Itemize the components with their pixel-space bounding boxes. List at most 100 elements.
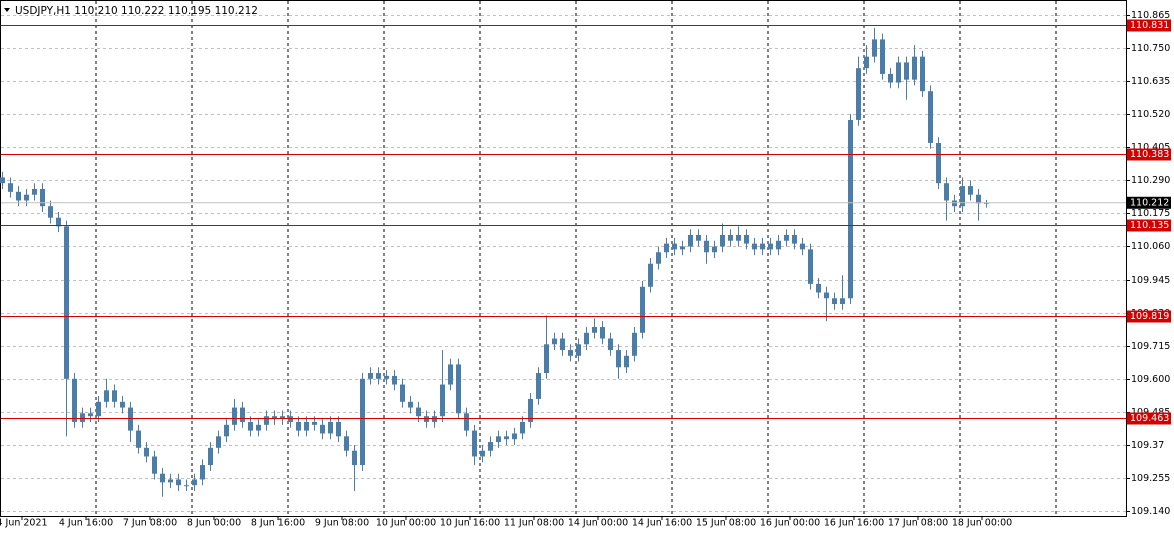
level-label: 109.819 [1130, 311, 1169, 322]
plot-frame [0, 0, 1127, 517]
candle-body [240, 407, 245, 422]
candle-body [312, 421, 317, 425]
candle-body [976, 194, 981, 204]
candle-body [664, 243, 669, 253]
candle-body [160, 473, 165, 483]
candle-body [576, 344, 581, 356]
menu-arrow[interactable] [4, 8, 10, 12]
candle-body [264, 416, 269, 425]
candle-body [536, 373, 541, 399]
candle-body [672, 243, 677, 250]
candle-body [656, 252, 661, 264]
candle-body [112, 390, 117, 402]
candle-body [784, 234, 789, 241]
candle-body [40, 188, 45, 207]
candle-body [640, 286, 645, 333]
candle-body [432, 416, 437, 422]
candle-body [880, 39, 885, 74]
candle-body [8, 183, 13, 192]
candle-body [848, 119, 853, 299]
y-tick-label: 109.945 [1131, 275, 1170, 286]
candle-body [176, 479, 181, 486]
chart-title: USDJPY,H1 110.210 110.222 110.195 110.21… [15, 5, 258, 17]
candles [0, 27, 989, 497]
candle-body [816, 283, 821, 293]
candle-body [480, 450, 485, 457]
candle-body [864, 56, 869, 69]
candle-body [280, 416, 285, 420]
candle-body [408, 401, 413, 408]
candle-body [680, 246, 685, 250]
candle-body [72, 378, 77, 422]
candle-body [904, 62, 909, 80]
candle-body [104, 390, 109, 402]
x-tick-label: 16 Jun 00:00 [760, 518, 820, 529]
candle-body [872, 39, 877, 57]
y-tick-label: 110.750 [1131, 43, 1170, 54]
candle-body [920, 56, 925, 92]
y-tick-label: 109.140 [1131, 506, 1170, 517]
y-tick-label: 110.060 [1131, 241, 1170, 252]
candle-body [272, 416, 277, 420]
candle-body [352, 450, 357, 466]
candle-body [152, 456, 157, 474]
candle-body [360, 378, 365, 466]
level-box [1127, 148, 1171, 161]
candle-body [712, 246, 717, 253]
x-tick-label: 7 Jun 08:00 [123, 518, 177, 529]
candle-body [496, 436, 501, 443]
candle-body [752, 243, 757, 250]
candle-body [400, 384, 405, 402]
candle-body [416, 407, 421, 417]
candle-body [184, 485, 189, 487]
candle-body [528, 398, 533, 422]
candle-body [128, 407, 133, 431]
candle-body [544, 344, 549, 374]
candle-body [736, 234, 741, 241]
candle-body [952, 200, 957, 207]
candle-body [296, 421, 301, 431]
y-tick-label: 109.600 [1131, 374, 1170, 385]
x-tick-label: 14 Jun 00:00 [568, 518, 628, 529]
candle-body [488, 442, 493, 451]
candle-body [224, 424, 229, 437]
candle-body [824, 292, 829, 299]
candle-body [936, 142, 941, 184]
candle-body [760, 243, 765, 250]
candle-body [472, 430, 477, 457]
y-tick-label: 109.255 [1131, 473, 1170, 484]
candle-body [120, 401, 125, 408]
level-box [1127, 19, 1171, 32]
candle-body [232, 407, 237, 425]
candle-body [624, 355, 629, 368]
x-tick-label: 4 Jun 2021 [0, 518, 48, 529]
candle-body [96, 401, 101, 417]
candle-body [792, 234, 797, 244]
candle-body [16, 191, 21, 201]
candle-body [800, 243, 805, 250]
candle-body [560, 338, 565, 351]
candle-body [704, 240, 709, 253]
candle-body [552, 338, 557, 345]
level-box [1127, 310, 1171, 323]
candle-body [384, 375, 389, 379]
candle-body [808, 249, 813, 284]
candle-body [520, 421, 525, 434]
candle-body [24, 194, 29, 201]
candle-body [424, 416, 429, 422]
level-label: 109.463 [1130, 413, 1169, 424]
x-tick-label: 10 Jun 16:00 [440, 518, 500, 529]
candle-body [168, 479, 173, 483]
candle-body [912, 56, 917, 80]
candle-body [464, 413, 469, 431]
candle-body [80, 413, 85, 422]
candle-body [248, 421, 253, 431]
x-tick-label: 4 Jun 16:00 [59, 518, 113, 529]
candle-body [392, 375, 397, 385]
candle-body [720, 234, 725, 247]
candle-body [320, 424, 325, 434]
candle-body [64, 226, 69, 379]
candle-body [944, 183, 949, 201]
candle-body [288, 416, 293, 422]
